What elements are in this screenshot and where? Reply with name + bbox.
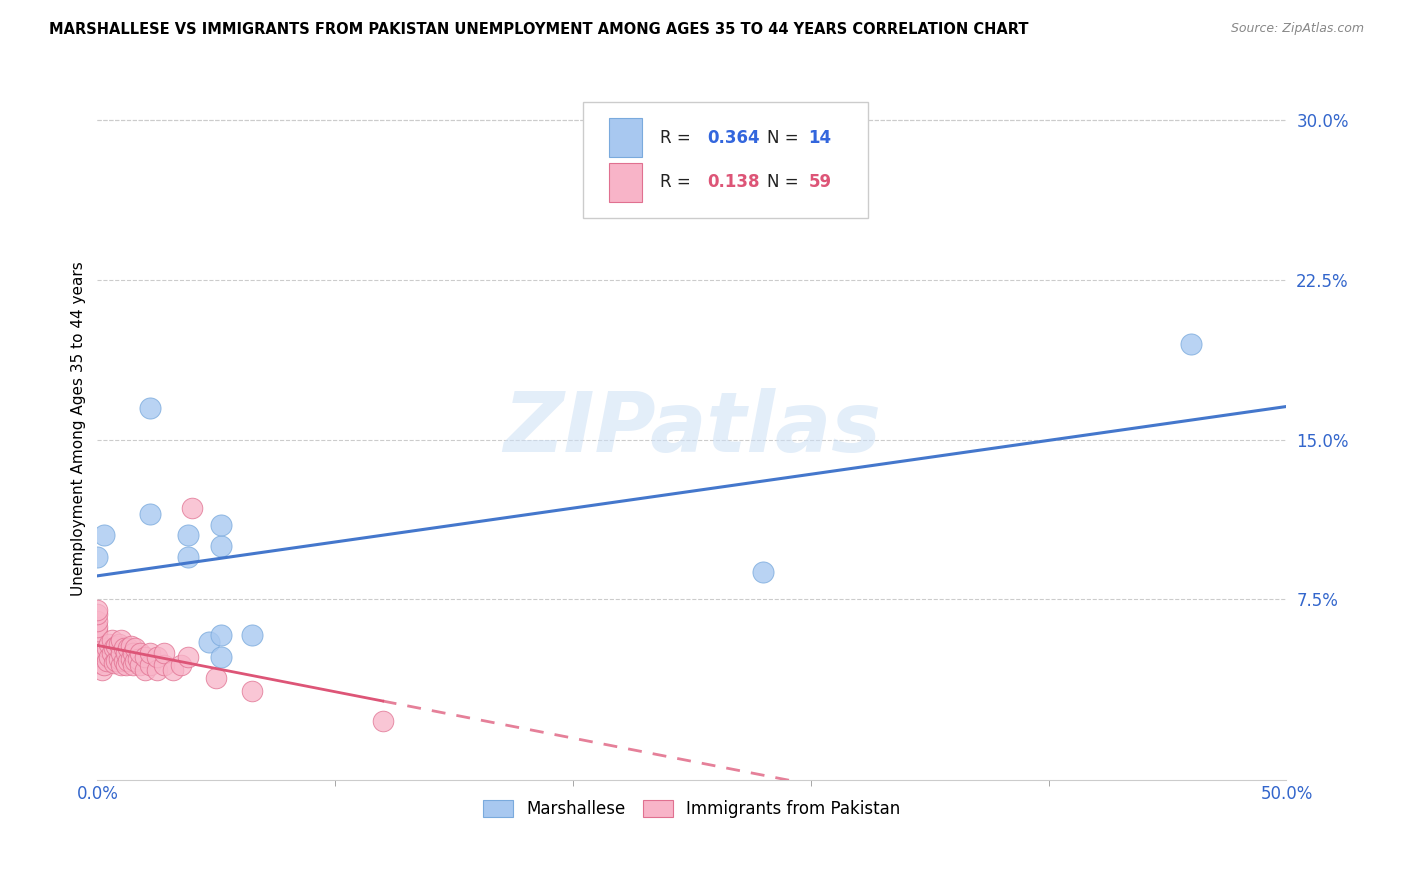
Point	[96, 641, 118, 656]
Point	[105, 654, 128, 668]
Point	[177, 549, 200, 564]
FancyBboxPatch shape	[582, 102, 868, 218]
Point	[240, 683, 263, 698]
Point	[115, 646, 138, 660]
Point	[177, 528, 200, 542]
Point	[86, 603, 108, 617]
Point	[100, 646, 122, 660]
Point	[209, 539, 232, 553]
Text: R =: R =	[659, 173, 690, 192]
Text: 0.138: 0.138	[707, 173, 759, 192]
Text: N =: N =	[766, 173, 799, 192]
Point	[124, 641, 146, 656]
Point	[86, 607, 108, 622]
Point	[105, 639, 128, 653]
Point	[93, 646, 115, 660]
Text: MARSHALLESE VS IMMIGRANTS FROM PAKISTAN UNEMPLOYMENT AMONG AGES 35 TO 44 YEARS C: MARSHALLESE VS IMMIGRANTS FROM PAKISTAN …	[49, 22, 1029, 37]
Point	[96, 654, 118, 668]
Point	[138, 507, 160, 521]
Point	[138, 646, 160, 660]
Point	[117, 654, 139, 668]
Point	[103, 641, 125, 656]
Text: N =: N =	[766, 128, 799, 146]
Point	[1180, 336, 1202, 351]
Point	[100, 632, 122, 647]
Point	[107, 637, 129, 651]
Point	[122, 646, 145, 660]
Point	[127, 652, 149, 666]
Legend: Marshallese, Immigrants from Pakistan: Marshallese, Immigrants from Pakistan	[477, 793, 907, 825]
Point	[112, 641, 135, 656]
Point	[86, 656, 108, 670]
Point	[120, 652, 142, 666]
Point	[124, 654, 146, 668]
Text: ZIPatlas: ZIPatlas	[503, 388, 880, 469]
Point	[129, 658, 152, 673]
Text: 14: 14	[808, 128, 831, 146]
Point	[110, 646, 132, 660]
Point	[129, 646, 152, 660]
Point	[209, 517, 232, 532]
Point	[177, 649, 200, 664]
Point	[91, 649, 114, 664]
Point	[86, 649, 108, 664]
Point	[117, 641, 139, 656]
Point	[162, 663, 184, 677]
Point	[181, 500, 204, 515]
Text: R =: R =	[659, 128, 690, 146]
Point	[371, 714, 394, 728]
Point	[93, 528, 115, 542]
Point	[110, 658, 132, 673]
Point	[86, 624, 108, 639]
Point	[110, 632, 132, 647]
Y-axis label: Unemployment Among Ages 35 to 44 years: Unemployment Among Ages 35 to 44 years	[72, 261, 86, 596]
Text: Source: ZipAtlas.com: Source: ZipAtlas.com	[1230, 22, 1364, 36]
Point	[138, 401, 160, 415]
Point	[98, 637, 121, 651]
Point	[86, 628, 108, 642]
Text: 59: 59	[808, 173, 831, 192]
Point	[86, 635, 108, 649]
Point	[86, 614, 108, 628]
Point	[134, 663, 156, 677]
Bar	[609, 163, 643, 202]
Point	[138, 658, 160, 673]
Point	[122, 658, 145, 673]
Point	[107, 652, 129, 666]
Point	[209, 628, 232, 642]
Point	[153, 658, 176, 673]
Point	[98, 649, 121, 664]
Point	[86, 620, 108, 634]
Point	[205, 671, 228, 685]
Point	[198, 635, 221, 649]
Point	[112, 654, 135, 668]
Point	[146, 663, 169, 677]
Text: 0.364: 0.364	[707, 128, 761, 146]
Point	[103, 656, 125, 670]
Point	[169, 658, 191, 673]
Point	[209, 649, 232, 664]
Point	[115, 658, 138, 673]
Point	[86, 549, 108, 564]
Point	[86, 641, 108, 656]
Point	[153, 646, 176, 660]
Point	[240, 628, 263, 642]
Point	[752, 565, 775, 579]
Point	[134, 649, 156, 664]
Point	[93, 658, 115, 673]
Point	[120, 639, 142, 653]
Point	[146, 649, 169, 664]
Point	[91, 663, 114, 677]
Bar	[609, 119, 643, 157]
